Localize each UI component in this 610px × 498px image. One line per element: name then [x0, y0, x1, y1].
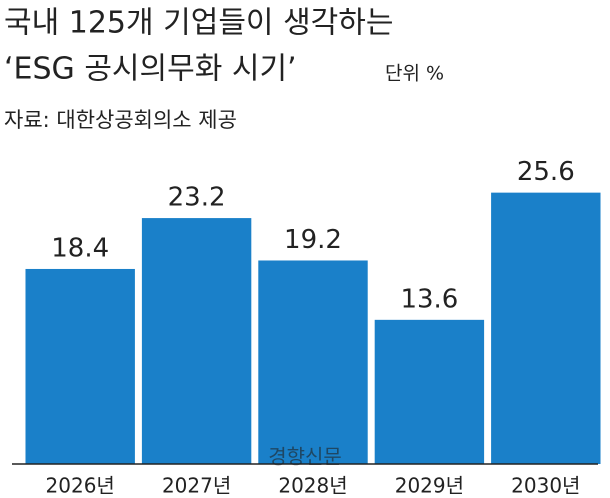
bar [374, 319, 485, 464]
bar [25, 268, 135, 464]
watermark: 경향신문 [268, 445, 342, 469]
value-label: 25.6 [517, 157, 575, 187]
x-tick-label: 2028년 [278, 474, 347, 498]
bar [141, 218, 252, 464]
value-label: 19.2 [284, 225, 342, 255]
value-label: 23.2 [168, 183, 226, 213]
x-tick-label: 2029년 [395, 474, 464, 498]
unit-label: 단위 % [385, 63, 444, 85]
source: 자료: 대한상공회의소 제공 [4, 108, 237, 132]
bar [258, 260, 368, 464]
x-tick-label: 2026년 [46, 474, 115, 498]
value-label: 18.4 [51, 233, 109, 263]
x-tick-label: 2030년 [511, 474, 580, 498]
value-label: 13.6 [400, 284, 458, 314]
bar [491, 192, 601, 464]
chart-title: ‘ESG 공시의무화 시기’ [4, 52, 297, 87]
chart-title: 국내 125개 기업들이 생각하는 [4, 6, 393, 41]
x-tick-label: 2027년 [162, 474, 231, 498]
